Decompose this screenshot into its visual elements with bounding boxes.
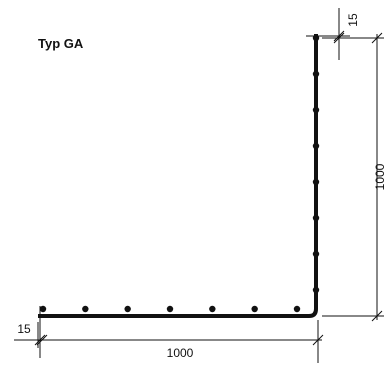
rebar-dot-vertical xyxy=(312,214,320,222)
dimension-cover-top-label: 15 xyxy=(346,13,360,27)
rebar-dot-vertical xyxy=(312,70,320,78)
rebar-dot-vertical xyxy=(312,250,320,258)
dimension-vertical xyxy=(322,32,384,322)
dimension-cover-left xyxy=(14,306,70,358)
rebar-dot-horizontal xyxy=(39,305,47,313)
rebar-dot-vertical xyxy=(312,142,320,150)
rebar-dot-horizontal xyxy=(209,305,216,313)
type-title: Typ GA xyxy=(38,36,84,51)
rebar-dots xyxy=(39,34,320,313)
l-shaped-bar xyxy=(38,34,318,318)
dimension-cover-left-label: 15 xyxy=(17,322,31,336)
rebar-dot-horizontal xyxy=(166,305,174,313)
dimension-cover-top xyxy=(306,8,350,60)
rebar-dot-horizontal xyxy=(82,305,89,313)
rebar-dot-horizontal xyxy=(124,305,131,313)
rebar-dot-horizontal xyxy=(251,305,258,313)
dimension-horizontal-label: 1000 xyxy=(167,346,194,360)
dimension-vertical-label: 1000 xyxy=(373,163,387,190)
rebar-dot-vertical xyxy=(312,178,320,186)
rebar-dot-vertical xyxy=(312,286,320,294)
rebar-dot-vertical xyxy=(312,106,320,114)
rebar-dot-horizontal xyxy=(293,305,301,313)
